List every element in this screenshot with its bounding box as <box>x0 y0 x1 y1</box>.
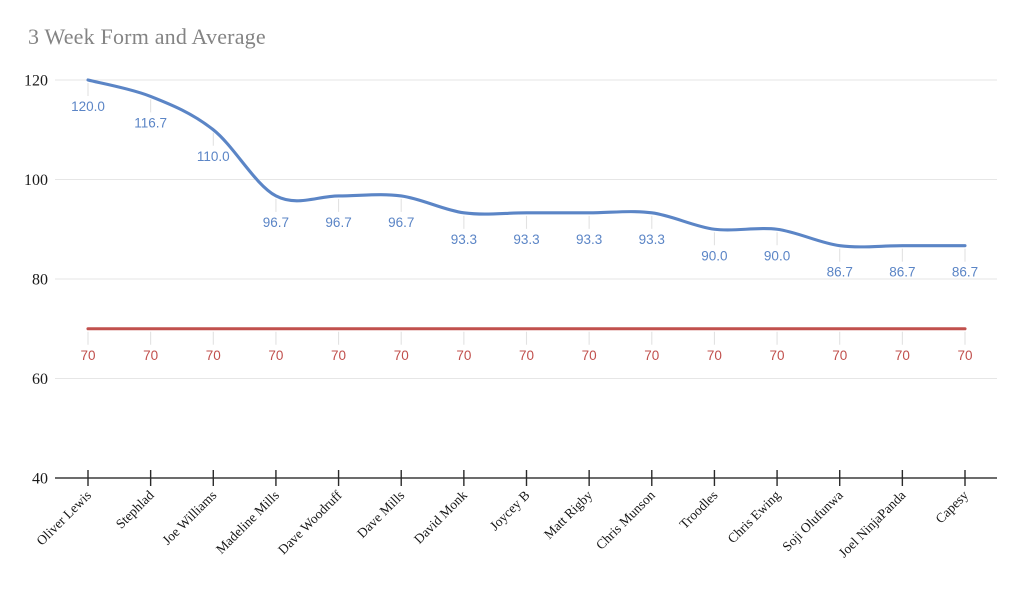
form-line-data-label: 86.7 <box>827 265 853 280</box>
category-label: Stephlad <box>113 487 157 531</box>
category-label: Oliver Lewis <box>33 488 94 549</box>
form-line-data-label: 96.7 <box>388 215 414 230</box>
chart-title: 3 Week Form and Average <box>28 24 266 49</box>
form-line-data-label: 93.3 <box>576 232 602 247</box>
category-label: Joe Williams <box>159 488 219 548</box>
average-line-data-label: 70 <box>582 348 597 363</box>
average-line-data-label: 70 <box>644 348 659 363</box>
y-axis-tick-label: 120 <box>24 73 48 90</box>
average-line-data-label: 70 <box>456 348 471 363</box>
y-axis-tick-label: 100 <box>24 172 48 189</box>
y-axis-tick-label: 60 <box>32 371 48 388</box>
category-label: Dave Woodruff <box>275 487 345 557</box>
category-label: Soji Olufunwa <box>779 488 846 555</box>
y-axis-tick-label: 80 <box>32 272 48 289</box>
form-line-data-label: 90.0 <box>764 248 790 263</box>
form-line-data-label: 96.7 <box>263 215 289 230</box>
category-label: Joycey B <box>487 488 533 534</box>
average-line-data-label: 70 <box>832 348 847 363</box>
form-line-data-label: 93.3 <box>451 232 477 247</box>
form-line-data-label: 90.0 <box>701 248 727 263</box>
form-line-data-label: 86.7 <box>952 265 978 280</box>
average-line-data-label: 70 <box>895 348 910 363</box>
form-line-data-label: 116.7 <box>134 115 167 130</box>
form-line-data-label: 86.7 <box>889 265 915 280</box>
y-axis-tick-label: 40 <box>32 471 48 488</box>
category-label: Joel NinjaPanda <box>836 488 909 561</box>
form-line-data-label: 120.0 <box>71 99 105 114</box>
average-line-data-label: 70 <box>80 348 95 363</box>
category-label: Chris Ewing <box>725 487 784 546</box>
average-line-data-label: 70 <box>707 348 722 363</box>
category-label: David Monk <box>411 487 470 546</box>
category-label: Capesy <box>932 487 971 526</box>
category-label: Chris Munson <box>593 487 658 552</box>
form-line-data-label: 110.0 <box>197 149 230 164</box>
average-line-data-label: 70 <box>331 348 346 363</box>
category-label: Troodles <box>676 488 720 532</box>
form-line-data-label: 93.3 <box>513 232 539 247</box>
category-label: Matt Rigby <box>541 487 596 542</box>
average-line-data-label: 70 <box>206 348 221 363</box>
average-line-data-label: 70 <box>770 348 785 363</box>
average-line-data-label: 70 <box>394 348 409 363</box>
form-line-data-label: 93.3 <box>639 232 665 247</box>
form-line-path <box>86 78 967 249</box>
average-line-data-label: 70 <box>957 348 972 363</box>
average-line-data-label: 70 <box>268 348 283 363</box>
category-label: Dave Mills <box>354 488 407 541</box>
average-line-data-label: 70 <box>143 348 158 363</box>
form-line-data-label: 96.7 <box>325 215 351 230</box>
average-line-data-label: 70 <box>519 348 534 363</box>
category-label: Madeline Mills <box>213 488 282 557</box>
